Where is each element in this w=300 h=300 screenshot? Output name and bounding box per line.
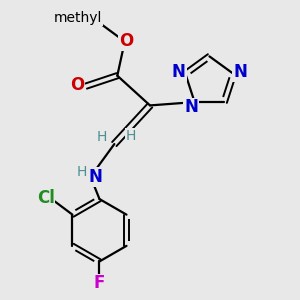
Text: H: H <box>77 165 87 179</box>
Text: F: F <box>94 274 105 292</box>
Text: N: N <box>172 63 186 81</box>
Text: Cl: Cl <box>37 189 55 207</box>
Text: N: N <box>184 98 198 116</box>
Text: N: N <box>233 63 247 81</box>
Text: H: H <box>125 129 136 143</box>
Text: methyl: methyl <box>54 11 102 25</box>
Text: O: O <box>119 32 133 50</box>
Text: O: O <box>70 76 84 94</box>
Text: N: N <box>89 168 103 186</box>
Text: H: H <box>97 130 107 144</box>
